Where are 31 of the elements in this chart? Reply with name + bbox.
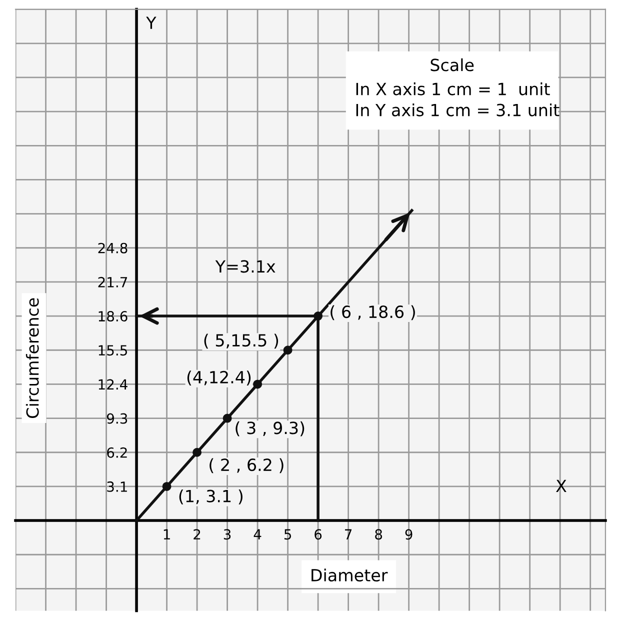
y-tick-label: 3.1 bbox=[107, 481, 127, 492]
y-tick-label: 15.5 bbox=[98, 345, 127, 356]
x-tick-label: 7 bbox=[345, 529, 352, 540]
y-axis-title: Circumference bbox=[26, 298, 39, 418]
annotation: In X axis 1 cm = 1 unit bbox=[356, 82, 550, 96]
annotation: ( 2 , 6.2 ) bbox=[210, 458, 284, 474]
y-tick-label: 12.4 bbox=[98, 379, 128, 390]
annotation: Y bbox=[146, 16, 156, 29]
x-tick-label: 1 bbox=[164, 529, 170, 540]
annotation: Y=3.1x bbox=[215, 260, 276, 273]
annotation: (4,12.4) bbox=[187, 370, 251, 386]
x-tick-label: 4 bbox=[254, 529, 262, 540]
x-axis-title: Diameter bbox=[312, 568, 388, 582]
annotation: ( 5,15.5 ) bbox=[204, 334, 278, 349]
annotation: X bbox=[556, 480, 566, 492]
x-tick-label: 3 bbox=[224, 529, 231, 540]
x-tick-label: 5 bbox=[284, 529, 292, 540]
x-tick-label: 2 bbox=[194, 529, 200, 540]
y-tick-label: 21.7 bbox=[98, 276, 128, 288]
x-tick-label: 9 bbox=[405, 529, 412, 540]
x-tick-label: 6 bbox=[314, 529, 322, 540]
y-tick-label: 9.3 bbox=[106, 413, 128, 424]
y-tick-label: 6.2 bbox=[107, 447, 127, 458]
annotation: (1, 3.1 ) bbox=[179, 490, 242, 504]
annotation: In Y axis 1 cm = 3.1 unit bbox=[356, 103, 560, 116]
y-tick-label: 18.6 bbox=[98, 311, 128, 322]
y-tick-label: 24.8 bbox=[98, 242, 128, 254]
annotation: ( 3 , 9.3) bbox=[236, 421, 304, 436]
x-tick-label: 8 bbox=[375, 529, 382, 540]
annotation: Scale bbox=[430, 58, 474, 72]
annotation: ( 6 , 18.6 ) bbox=[330, 305, 415, 320]
